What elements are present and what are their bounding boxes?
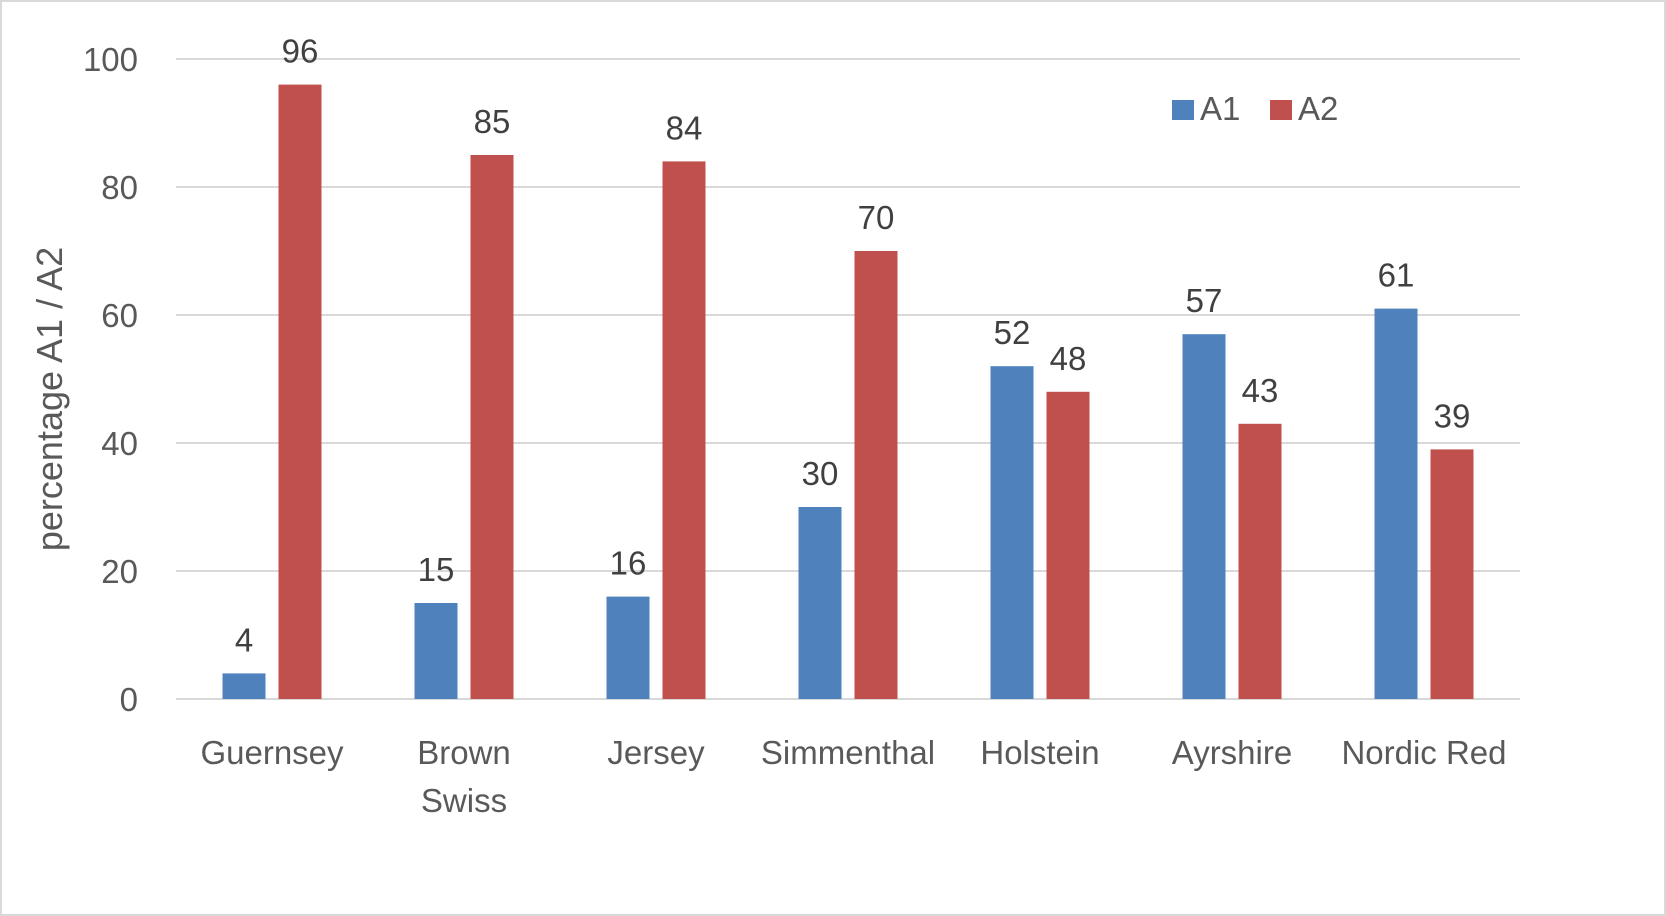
data-label: 96 — [282, 33, 319, 70]
bar-a1-1 — [414, 603, 458, 699]
y-axis-ticks: 0 20 40 60 80 100 — [83, 41, 138, 718]
legend-swatch-a1 — [1172, 100, 1194, 120]
bar-a1-3 — [798, 507, 842, 699]
bar-a1-0 — [222, 673, 266, 699]
y-tick-label: 80 — [101, 169, 138, 206]
data-label: 4 — [235, 621, 253, 658]
bar-a1-2 — [606, 596, 650, 699]
data-label: 57 — [1186, 282, 1223, 319]
data-label: 30 — [802, 455, 839, 492]
x-category-label: Simmenthal — [761, 734, 935, 771]
x-category-label: Jersey — [607, 734, 705, 771]
data-label: 43 — [1242, 372, 1279, 409]
data-label: 16 — [610, 545, 647, 582]
legend: A1 A2 — [1172, 90, 1338, 127]
data-label: 39 — [1434, 397, 1471, 434]
data-label: 48 — [1050, 340, 1087, 377]
x-category-label: Guernsey — [200, 734, 344, 771]
data-label: 52 — [994, 314, 1031, 351]
legend-swatch-a2 — [1270, 100, 1292, 120]
bar-a2-5 — [1238, 423, 1282, 699]
data-label: 15 — [418, 551, 455, 588]
data-label: 84 — [666, 109, 703, 146]
bar-a1-4 — [990, 366, 1034, 699]
bar-a2-3 — [854, 251, 898, 699]
y-tick-label: 60 — [101, 297, 138, 334]
data-label: 85 — [474, 103, 511, 140]
bar-a2-6 — [1430, 449, 1474, 699]
y-tick-label: 20 — [101, 553, 138, 590]
legend-label-a1: A1 — [1200, 90, 1240, 127]
data-label: 70 — [858, 199, 895, 236]
y-tick-label: 100 — [83, 41, 138, 78]
x-category-label: Swiss — [421, 782, 507, 819]
x-axis-categories: Guernsey Brown Swiss Jersey Simmenthal Holste… — [200, 734, 1506, 819]
bar-a2-1 — [470, 155, 514, 699]
data-label: 61 — [1378, 257, 1415, 294]
bar-a1-6 — [1374, 308, 1418, 699]
x-category-label: Nordic Red — [1341, 734, 1506, 771]
y-tick-label: 40 — [101, 425, 138, 462]
bars — [222, 84, 1474, 700]
legend-label-a2: A2 — [1298, 90, 1338, 127]
bar-a2-2 — [662, 161, 706, 699]
x-category-label: Ayrshire — [1172, 734, 1292, 771]
gridlines — [176, 58, 1520, 700]
bar-a1-5 — [1182, 334, 1226, 699]
bar-a2-0 — [278, 84, 322, 700]
data-labels: 4 96 15 85 16 84 30 70 52 48 57 43 61 39 — [235, 33, 1471, 659]
bar-a2-4 — [1046, 391, 1090, 699]
x-category-label: Holstein — [980, 734, 1099, 771]
y-axis-title: percentage A1 / A2 — [29, 247, 70, 551]
x-category-label: Brown — [417, 734, 511, 771]
y-tick-label: 0 — [120, 681, 138, 718]
